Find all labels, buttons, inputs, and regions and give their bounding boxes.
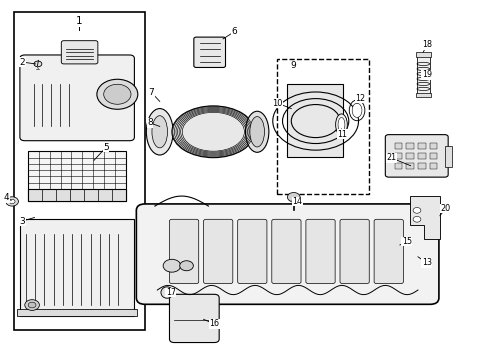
Text: 13: 13 xyxy=(422,258,432,267)
Text: 20: 20 xyxy=(441,204,451,213)
Ellipse shape xyxy=(250,117,265,147)
Bar xyxy=(418,143,426,149)
Ellipse shape xyxy=(245,111,269,152)
Text: 14: 14 xyxy=(292,197,302,206)
Bar xyxy=(416,55,430,96)
Ellipse shape xyxy=(336,114,347,135)
Circle shape xyxy=(104,84,131,104)
Text: 1: 1 xyxy=(76,16,83,26)
Bar xyxy=(28,189,125,202)
Bar xyxy=(430,153,438,159)
FancyBboxPatch shape xyxy=(306,219,335,284)
Bar xyxy=(288,84,343,157)
Bar xyxy=(406,153,414,159)
FancyBboxPatch shape xyxy=(136,204,439,304)
FancyBboxPatch shape xyxy=(170,294,219,342)
Ellipse shape xyxy=(172,106,255,158)
Text: 8: 8 xyxy=(147,118,153,127)
Circle shape xyxy=(28,302,36,308)
Circle shape xyxy=(34,61,42,67)
Text: 2: 2 xyxy=(20,58,25,67)
Polygon shape xyxy=(410,196,440,239)
FancyBboxPatch shape xyxy=(20,55,134,141)
Bar xyxy=(418,153,426,159)
Bar xyxy=(14,12,145,330)
Text: 6: 6 xyxy=(231,27,237,36)
Bar xyxy=(394,143,402,149)
Bar xyxy=(394,163,402,169)
FancyBboxPatch shape xyxy=(340,219,369,284)
Bar xyxy=(18,309,137,316)
Circle shape xyxy=(413,207,421,213)
Text: 15: 15 xyxy=(402,237,412,246)
Ellipse shape xyxy=(161,287,173,298)
FancyBboxPatch shape xyxy=(374,219,403,284)
Ellipse shape xyxy=(352,103,362,117)
Circle shape xyxy=(9,199,15,203)
Circle shape xyxy=(413,216,421,222)
Circle shape xyxy=(25,300,39,310)
Bar xyxy=(416,53,431,57)
Bar xyxy=(445,146,452,167)
FancyBboxPatch shape xyxy=(203,219,233,284)
Bar xyxy=(291,201,296,202)
FancyBboxPatch shape xyxy=(238,219,267,284)
Text: 7: 7 xyxy=(148,88,154,97)
Text: 11: 11 xyxy=(338,130,347,139)
Bar xyxy=(28,152,125,202)
Text: 3: 3 xyxy=(20,217,25,226)
Text: 9: 9 xyxy=(291,61,296,70)
Bar xyxy=(406,163,414,169)
FancyBboxPatch shape xyxy=(272,219,301,284)
Bar xyxy=(418,163,426,169)
Bar xyxy=(277,59,369,194)
Text: 17: 17 xyxy=(166,288,176,297)
FancyBboxPatch shape xyxy=(61,41,98,64)
Circle shape xyxy=(97,79,138,109)
Ellipse shape xyxy=(338,117,345,132)
Circle shape xyxy=(288,193,300,202)
FancyBboxPatch shape xyxy=(194,37,225,67)
FancyBboxPatch shape xyxy=(170,219,199,284)
Text: 5: 5 xyxy=(103,143,109,152)
Text: 10: 10 xyxy=(272,99,283,108)
Circle shape xyxy=(163,259,181,272)
Bar xyxy=(430,143,438,149)
Bar xyxy=(416,93,431,97)
Text: 4: 4 xyxy=(3,193,9,202)
Text: 19: 19 xyxy=(422,70,432,79)
Bar xyxy=(20,219,134,316)
Bar xyxy=(394,153,402,159)
Ellipse shape xyxy=(147,109,173,155)
Bar xyxy=(430,163,438,169)
Ellipse shape xyxy=(152,116,168,148)
Text: 21: 21 xyxy=(386,153,396,162)
Bar xyxy=(406,143,414,149)
Text: 16: 16 xyxy=(209,319,220,328)
Text: 12: 12 xyxy=(355,94,366,103)
Text: 18: 18 xyxy=(422,40,432,49)
Circle shape xyxy=(180,261,194,271)
FancyBboxPatch shape xyxy=(385,135,448,177)
Circle shape xyxy=(6,197,19,206)
